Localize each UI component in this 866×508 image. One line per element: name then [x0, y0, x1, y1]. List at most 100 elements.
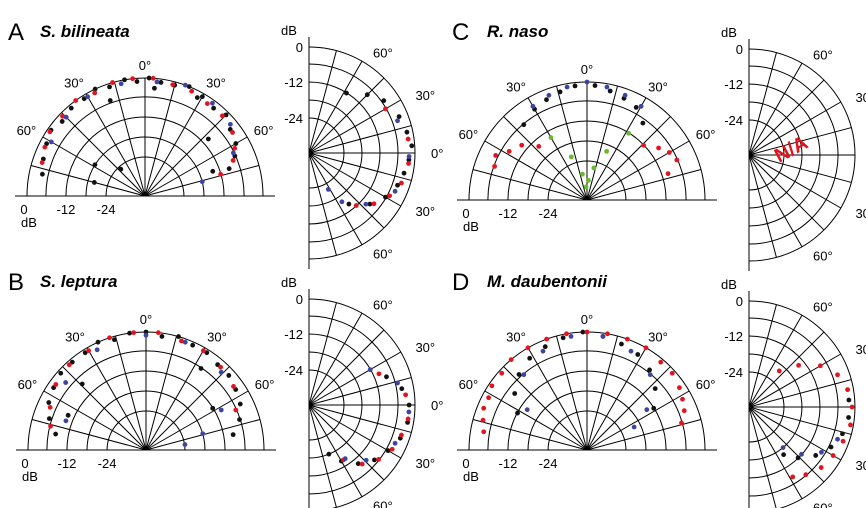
grid-spoke	[62, 366, 147, 451]
species-title-a: S. bilineata	[40, 22, 130, 41]
data-point	[508, 357, 514, 363]
angle-tick-label: 60°	[813, 500, 833, 508]
data-point	[381, 98, 387, 104]
data-point	[557, 89, 563, 95]
grid-spoke	[308, 302, 337, 406]
grid-spoke	[748, 406, 825, 483]
data-point	[548, 135, 554, 140]
data-point	[516, 372, 522, 377]
grid-spoke	[86, 347, 147, 451]
data-point	[644, 407, 650, 413]
angle-tick-label: 0°	[431, 146, 443, 161]
grid-spoke	[748, 154, 803, 248]
data-point	[399, 386, 405, 392]
data-point	[564, 331, 569, 337]
data-point	[406, 409, 412, 415]
data-point	[795, 455, 801, 461]
data-point	[680, 396, 685, 402]
data-point	[42, 144, 48, 150]
angle-tick-label: 0°	[139, 58, 151, 73]
data-point	[591, 165, 597, 171]
angle-tick-label: 60°	[459, 127, 479, 142]
data-point	[46, 400, 52, 405]
data-point	[86, 348, 92, 354]
grid-spoke	[748, 154, 852, 183]
data-point	[803, 472, 809, 478]
data-point	[681, 408, 687, 414]
radius-tick-label: -12	[499, 206, 518, 221]
data-point	[237, 417, 242, 423]
data-point	[232, 145, 238, 151]
data-point	[481, 429, 487, 435]
data-point	[493, 153, 499, 158]
grid-spoke	[61, 112, 146, 197]
data-point	[828, 444, 834, 450]
data-point	[633, 104, 639, 110]
data-point	[182, 82, 188, 88]
data-point	[405, 416, 411, 422]
angle-tick-label: 30°	[855, 458, 866, 473]
data-point	[182, 442, 188, 447]
data-point	[846, 415, 851, 420]
polar-panel-c: 0° 30° 30° 60° 60° 0 -12 -24 dB	[457, 62, 717, 234]
panel-letter-d: D	[452, 269, 469, 296]
grid-spoke	[748, 154, 842, 209]
grid-spoke	[748, 154, 825, 231]
grid-spoke	[144, 112, 229, 197]
data-point	[406, 154, 412, 159]
data-point	[110, 80, 115, 85]
data-point	[107, 335, 112, 341]
data-point	[819, 449, 824, 455]
grid-spoke	[145, 347, 206, 451]
data-point	[237, 401, 243, 407]
grid-spoke	[308, 404, 412, 433]
grid-spoke	[586, 418, 702, 451]
data-point	[647, 372, 653, 378]
radius-unit-label: dB	[463, 469, 479, 484]
data-point	[544, 336, 550, 342]
data-point	[339, 199, 345, 205]
data-point	[676, 385, 682, 391]
grid-spoke	[586, 116, 671, 201]
polar-panel-a: 0° 30° 30° 60° 60° 0 -12 -24 dB	[15, 58, 275, 230]
grid-spoke	[308, 60, 363, 154]
data-point	[118, 81, 124, 87]
grid-spoke	[748, 406, 777, 508]
data-point	[189, 88, 195, 94]
grid-spoke	[30, 164, 146, 197]
data-point	[622, 92, 628, 98]
data-point	[515, 410, 520, 416]
data-point	[223, 112, 229, 118]
data-point	[376, 456, 382, 462]
data-point	[406, 157, 412, 163]
grid-spoke	[145, 335, 178, 451]
data-point	[111, 337, 117, 343]
data-point	[95, 339, 101, 345]
panel-letter-a: A	[8, 19, 24, 46]
species-title-c: R. naso	[487, 22, 548, 41]
data-point	[572, 83, 578, 89]
data-point	[527, 355, 533, 361]
angle-tick-label: 60°	[696, 127, 716, 142]
angle-tick-label: 60°	[373, 298, 393, 313]
radius-tick-label: -12	[58, 456, 77, 471]
radius-unit-label: dB	[463, 219, 479, 234]
data-point	[355, 461, 361, 467]
data-point	[631, 424, 637, 430]
data-point	[226, 166, 232, 172]
angle-tick-label: 60°	[373, 246, 393, 261]
radius-unit-label: dB	[721, 25, 737, 40]
grid-spoke	[308, 125, 412, 154]
data-point	[91, 180, 97, 185]
grid-spoke	[308, 377, 412, 406]
data-point	[53, 431, 59, 437]
data-point	[344, 90, 349, 96]
data-point	[641, 142, 646, 148]
data-point	[799, 451, 804, 457]
angle-tick-label: 30°	[64, 75, 84, 90]
data-point	[367, 367, 373, 373]
angle-tick-label: 30°	[415, 340, 435, 355]
radius-tick-label: -12	[724, 329, 743, 344]
data-point	[568, 333, 574, 339]
